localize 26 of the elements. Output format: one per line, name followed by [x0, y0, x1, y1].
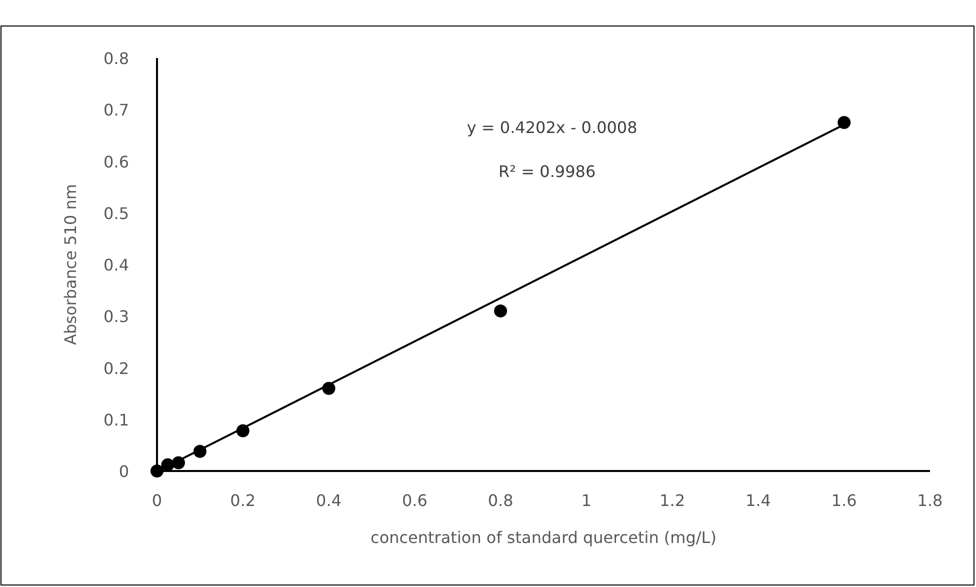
y-tick-label: 0.8 — [104, 49, 129, 68]
y-tick-label: 0.4 — [104, 256, 129, 274]
y-axis-title: Absorbance 510 nm — [61, 184, 80, 345]
point — [150, 464, 164, 478]
annotation: R² = 0.9986 — [498, 162, 596, 181]
y-tick-label: 0.1 — [104, 410, 129, 430]
y-tick-label: 0.7 — [104, 100, 129, 120]
y-tick-label: 0.2 — [104, 358, 129, 378]
y-tick-label: 0.5 — [104, 204, 129, 223]
x-tick-label: 0.4 — [316, 491, 342, 510]
x-tick-label: 1.8 — [917, 491, 943, 510]
x-tick-label: 0 — [152, 491, 162, 510]
x-tick-label: 1.4 — [745, 491, 771, 510]
annotation: y = 0.4202x - 0.0008 — [466, 118, 638, 137]
y-tick-label: 0.6 — [104, 152, 129, 172]
x-tick-label: 1.6 — [831, 491, 857, 510]
point — [838, 116, 851, 130]
x-tick-label: 1 — [581, 491, 592, 510]
x-tick-label: 0.2 — [230, 491, 256, 510]
point — [494, 304, 508, 318]
y-tick-label: 0 — [118, 462, 129, 481]
y-tick-label: 0.3 — [104, 307, 129, 326]
x-axis-title: concentration of standard quercetin (mg/L) — [370, 528, 716, 547]
x-tick-label: 0.8 — [488, 491, 514, 510]
x-tick-label: 1.2 — [660, 491, 686, 510]
x-tick-label: 0.6 — [402, 491, 428, 510]
